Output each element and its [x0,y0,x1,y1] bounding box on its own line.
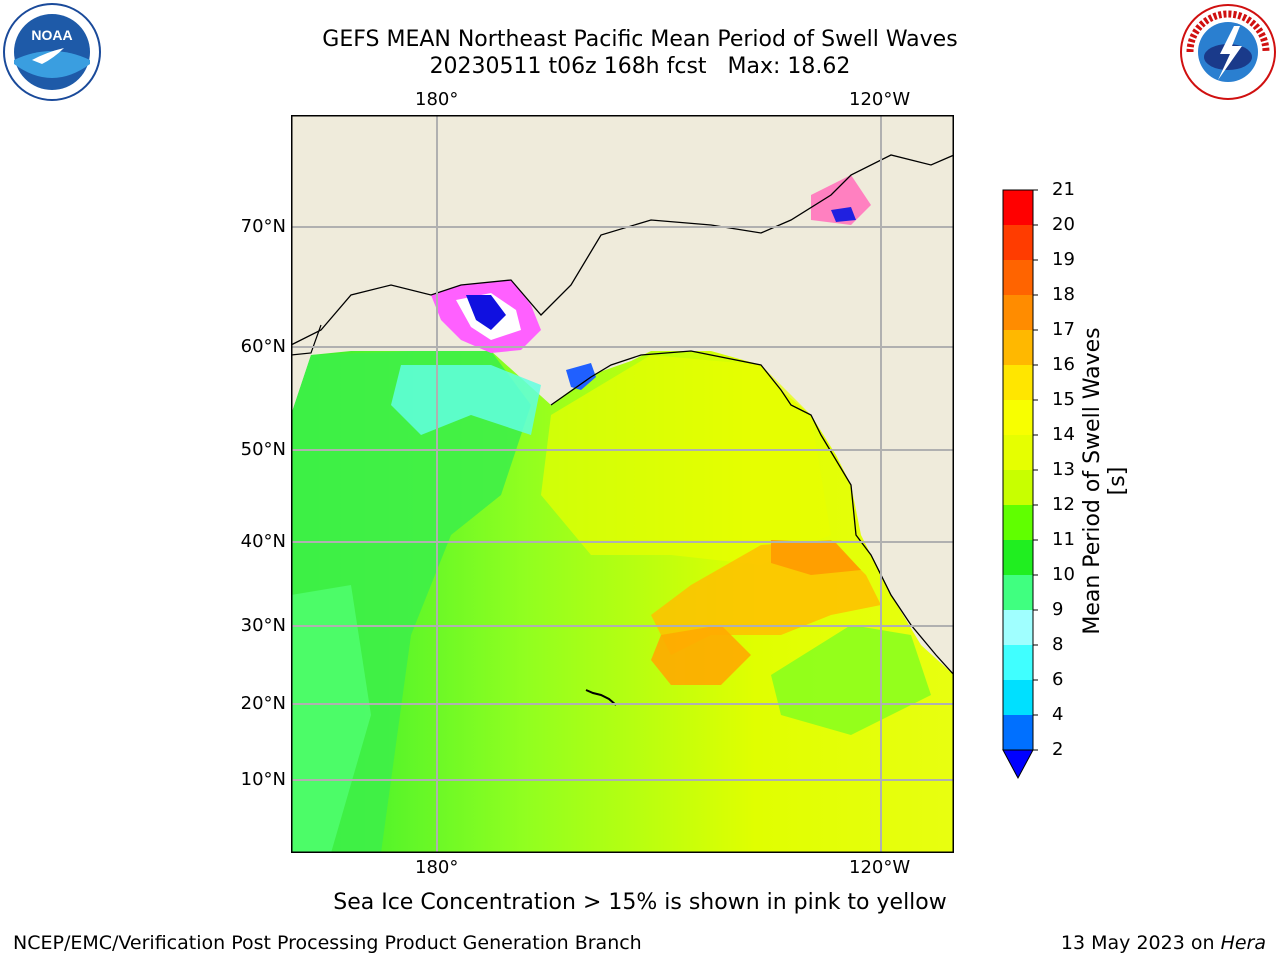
colorbar-svg [1002,189,1038,780]
colorbar-segment [1003,470,1033,505]
hawaii-islands [585,689,617,706]
orange-core [651,625,751,685]
lon-label-top-180: 180° [415,89,459,110]
lon-label-bottom-180: 180° [415,857,459,878]
lat-label-40n: 40°N [240,531,286,552]
colorbar-tick-label: 19 [1052,249,1075,270]
colorbar-tick-label: 20 [1052,214,1075,235]
sea-ice-arctic [811,175,871,225]
colorbar-segment [1003,295,1033,330]
colorbar-segment [1003,540,1033,575]
colorbar-tick-label: 21 [1052,179,1075,200]
footer-left: NCEP/EMC/Verification Post Processing Pr… [13,932,642,954]
lat-label-60n: 60°N [240,336,286,357]
green-east-patch [771,625,931,735]
colorbar-label: Mean Period of Swell Waves [s] [1080,327,1130,635]
colorbar-tick-label: 12 [1052,494,1075,515]
forecast-time: 20230511 t06z 168h fcst [429,54,707,79]
lat-label-10n: 10°N [240,769,286,790]
noaa-logo: NOAA [2,2,102,102]
coastline-america [550,350,955,676]
colorbar [1000,186,1040,786]
colorbar-segment [1003,260,1033,295]
colorbar-segment [1003,190,1033,225]
colorbar-segment [1003,680,1033,715]
footer-machine: Hera [1220,932,1266,954]
lon-label-bottom-120w: 120°W [849,857,911,878]
colorbar-tick-label: 6 [1052,669,1064,690]
colorbar-tick-label: 11 [1052,529,1075,550]
sea-ice-dense [466,295,506,330]
colorbar-segment [1003,610,1033,645]
nws-logo [1178,2,1278,102]
colorbar-segment [1003,645,1033,680]
sea-ice-note: Sea Ice Concentration > 15% is shown in … [333,890,947,915]
colorbar-ticks: 21 20 19 18 17 16 15 14 13 12 11 10 9 8 6 4 2 [1052,0,1112,960]
sea-ice-arctic-dense [831,207,856,222]
map-canvas [290,115,955,853]
orange-core-2 [771,540,861,575]
map-panel [290,115,955,853]
colorbar-segment [1003,715,1033,750]
gridlines [291,115,954,853]
colorbar-tick-label: 16 [1052,354,1075,375]
colorbar-tick-label: 9 [1052,599,1064,620]
map-frame [291,115,954,853]
coastline-north [290,154,955,346]
footer-date: 13 May 2023 on [1060,932,1221,954]
lat-label-20n: 20°N [240,693,286,714]
colorbar-segment [1003,400,1033,435]
lat-label-50n: 50°N [240,439,286,460]
noaa-logo-text: NOAA [31,27,72,43]
colorbar-tick-label: 18 [1052,284,1075,305]
colorbar-segment [1003,330,1033,365]
colorbar-segment [1003,505,1033,540]
colorbar-tick-label: 13 [1052,459,1075,480]
colorbar-tick-label: 10 [1052,564,1075,585]
light-green-region [291,585,371,853]
chart-title: GEFS MEAN Northeast Pacific Mean Period … [322,27,958,52]
max-value: Max: 18.62 [727,54,851,79]
colorbar-segment [1003,575,1033,610]
footer-right: 13 May 2023 on Hera [1061,932,1266,954]
colorbar-tick-label: 4 [1052,704,1064,725]
blue-patch [566,363,596,390]
coastline-asia [290,324,322,356]
colorbar-tick-label: 14 [1052,424,1075,445]
lat-label-30n: 30°N [240,615,286,636]
colorbar-tick-label: 2 [1052,739,1064,760]
yellow-region [541,355,831,565]
colorbar-segment [1003,225,1033,260]
colorbar-tick-label: 17 [1052,319,1075,340]
colorbar-segment [1003,365,1033,400]
colorbar-segment [1003,435,1033,470]
colorbar-tick-label: 15 [1052,389,1075,410]
cyan-region [391,365,541,435]
colorbar-tick-label: 8 [1052,634,1064,655]
lon-label-top-120w: 120°W [849,89,911,110]
chart-subtitle: 20230511 t06z 168h fcst Max: 18.62 [0,53,1280,81]
colorbar-extend-triangle [1002,749,1034,780]
lat-label-70n: 70°N [240,216,286,237]
